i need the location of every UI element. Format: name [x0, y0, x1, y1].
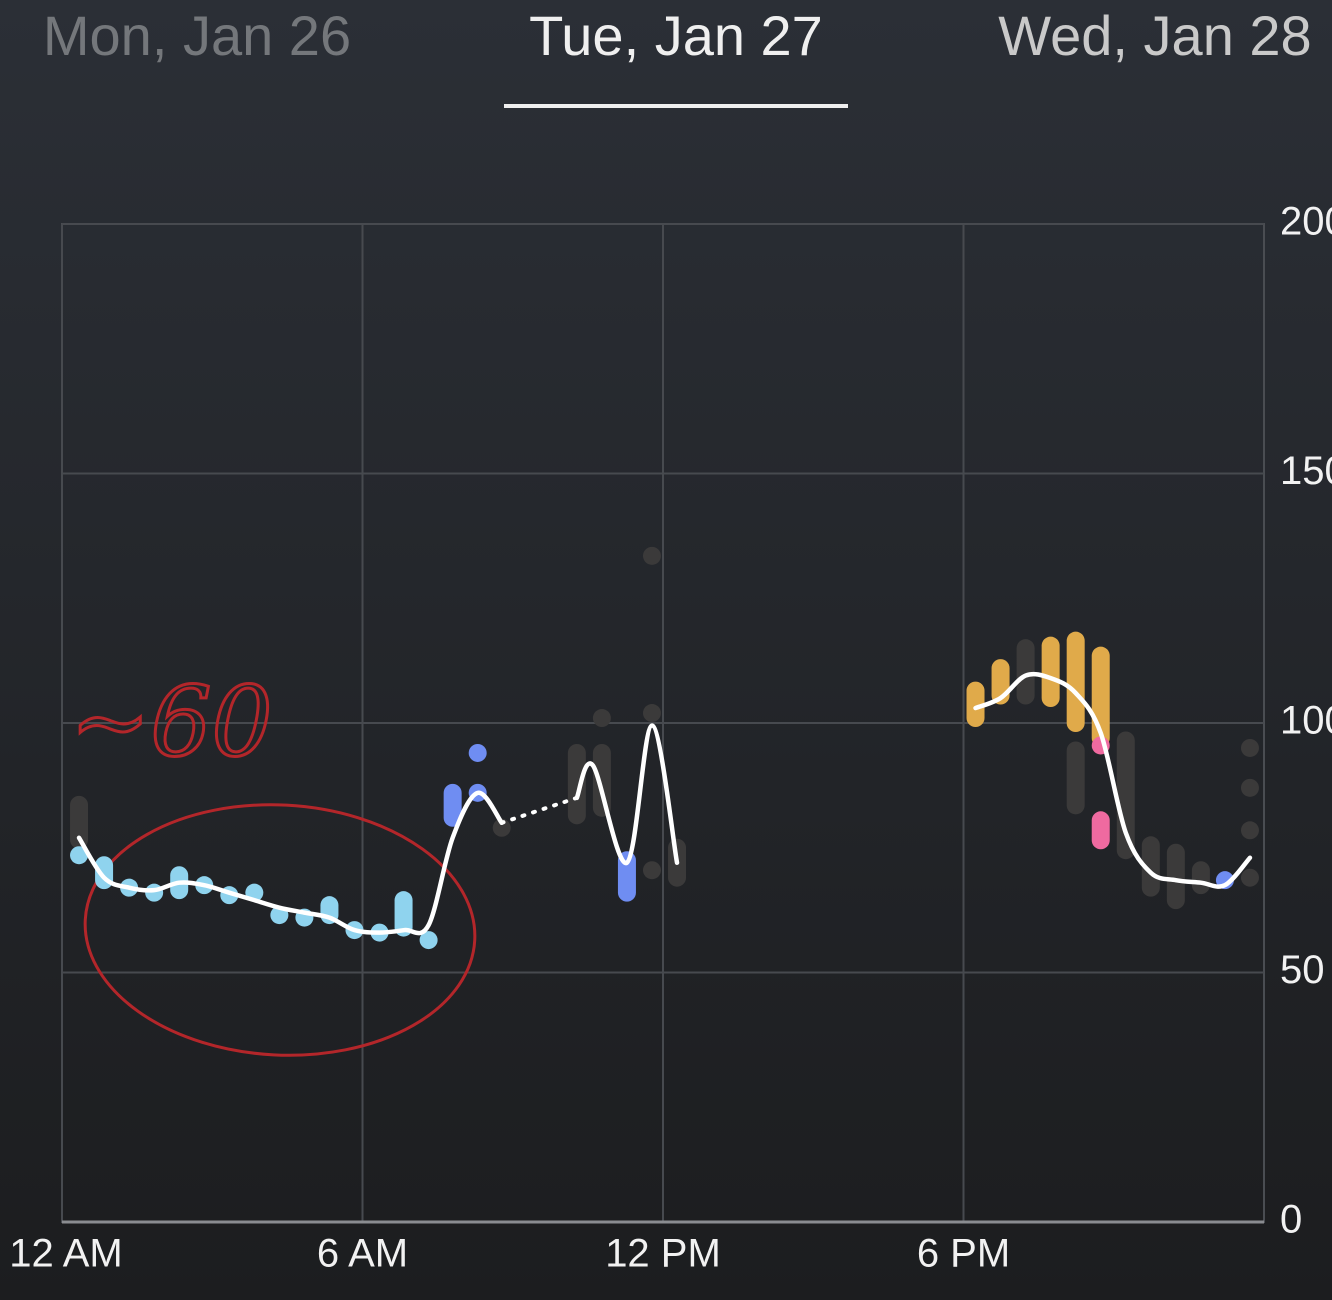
x-tick-label: 6 AM: [317, 1232, 408, 1276]
range-bar: [1091, 811, 1110, 850]
range-bar: [1041, 636, 1060, 708]
range-bar: [1166, 843, 1185, 910]
x-tick-label: 12 PM: [605, 1232, 721, 1276]
range-bar: [1116, 731, 1135, 860]
range-bar: [592, 709, 611, 728]
grid: 0 50 100 150 200 12 AM 6 AM 12 PM 6 PM: [9, 200, 1332, 1276]
range-bar: [1240, 778, 1259, 797]
range-bar: [468, 743, 487, 762]
range-bar: [492, 818, 511, 837]
hand-drawn-circle: [83, 803, 477, 1057]
date-tabs: Mon, Jan 26 Tue, Jan 27 Wed, Jan 28: [43, 4, 1312, 108]
date-tab[interactable]: Mon, Jan 26: [43, 4, 351, 67]
y-tick-label: 200: [1280, 200, 1332, 244]
range-bar: [1240, 738, 1259, 757]
tab-underline: [504, 104, 848, 108]
range-bar: [70, 795, 89, 849]
range-bar: [1016, 639, 1035, 705]
trend-line: [574, 723, 680, 865]
range-bar: [617, 851, 636, 902]
range-bar: [567, 743, 586, 825]
range-bar: [1240, 821, 1259, 840]
trend-line-dotted: [499, 795, 579, 825]
range-bar: [642, 546, 661, 565]
range-bar: [419, 931, 438, 950]
date-tab[interactable]: Wed, Jan 28: [998, 4, 1311, 67]
date-tab[interactable]: Tue, Jan 27: [529, 4, 823, 67]
range-bar: [1191, 861, 1210, 895]
y-tick-label: 150: [1280, 449, 1332, 493]
marks: [70, 546, 1259, 950]
range-bar: [1240, 868, 1259, 887]
range-bar: [1066, 631, 1085, 732]
range-bar: [70, 846, 89, 865]
y-tick-label: 0: [1280, 1198, 1302, 1242]
hand-drawn-note: ~60: [70, 666, 273, 778]
trend-line: [76, 790, 504, 936]
y-tick-label: 100: [1280, 699, 1332, 743]
range-bar: [1141, 836, 1160, 897]
range-bar: [642, 704, 661, 723]
x-tick-label: 6 PM: [917, 1232, 1010, 1276]
range-bar: [394, 891, 413, 937]
x-tick-label: 12 AM: [9, 1232, 122, 1276]
range-bar: [642, 861, 661, 880]
range-bar: [966, 681, 985, 728]
range-bar: [592, 743, 611, 817]
range-bar: [443, 783, 462, 827]
y-tick-label: 50: [1280, 948, 1325, 992]
range-bar: [1066, 741, 1085, 815]
trend-line: [973, 671, 1253, 889]
